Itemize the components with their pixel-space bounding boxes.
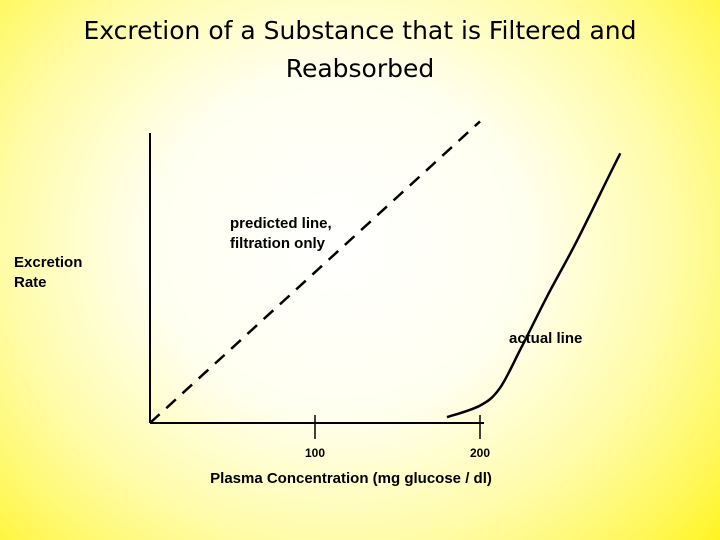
actual-line-annotation: actual line — [509, 330, 582, 347]
x-axis-label: Plasma Concentration (mg glucose / dl) — [210, 470, 492, 487]
x-tick-label-100: 100 — [305, 446, 325, 460]
predicted-line-annotation-1: predicted line, — [230, 215, 332, 232]
y-axis-label-line-2: Rate — [14, 274, 47, 291]
predicted-line-annotation-2: filtration only — [230, 235, 326, 252]
slide-title: Excretion of a Substance that is Filtere… — [83, 16, 637, 83]
x-tick-label-200: 200 — [470, 446, 490, 460]
x-ticks: 100 200 — [305, 415, 490, 460]
actual-line-series — [446, 152, 622, 419]
y-axis-label-line-1: Excretion — [14, 254, 82, 271]
predicted-line-series — [149, 120, 481, 424]
